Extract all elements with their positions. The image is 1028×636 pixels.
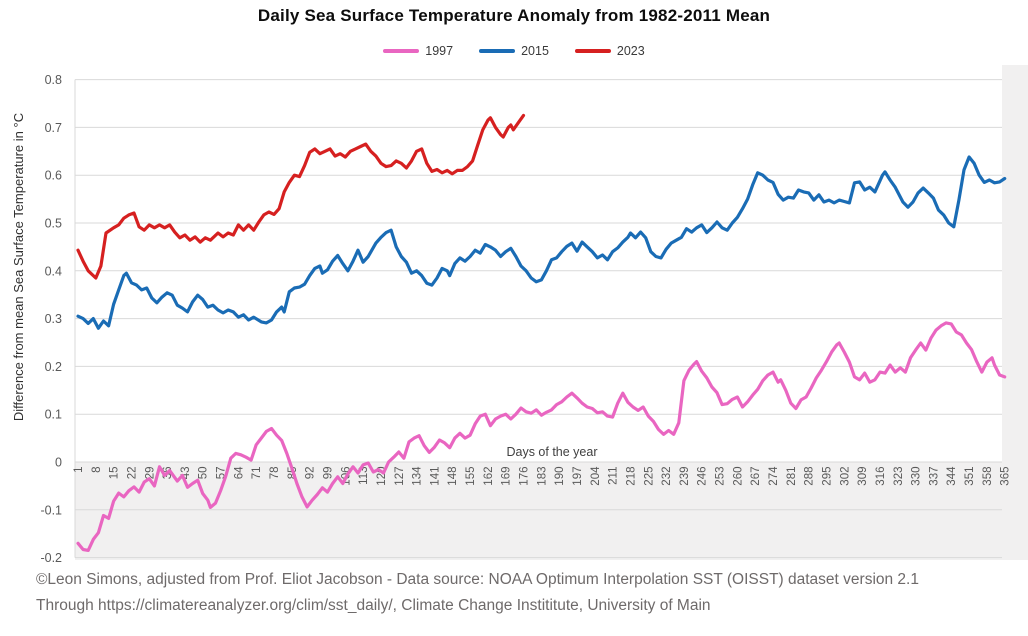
x-tick-label: 365 bbox=[1000, 467, 1012, 486]
y-tick-label: -0.1 bbox=[40, 503, 62, 517]
x-tick-label: 267 bbox=[750, 467, 762, 486]
y-tick-label: 0.4 bbox=[45, 264, 62, 278]
x-tick-label: 281 bbox=[786, 467, 798, 486]
x-tick-label: 29 bbox=[144, 467, 156, 480]
attribution-line-1: ©Leon Simons, adjusted from Prof. Eliot … bbox=[36, 571, 919, 588]
x-tick-label: 344 bbox=[946, 466, 958, 486]
x-axis-title: Days of the year bbox=[506, 445, 597, 459]
x-tick-label: 78 bbox=[269, 467, 281, 480]
x-tick-label: 330 bbox=[911, 467, 923, 486]
x-tick-label: 127 bbox=[394, 467, 406, 486]
x-tick-label: 162 bbox=[483, 467, 495, 486]
y-tick-label: 0.8 bbox=[45, 73, 62, 87]
x-tick-label: 15 bbox=[109, 467, 121, 480]
legend-item-2015: 2015 bbox=[479, 44, 549, 58]
x-tick-label: 204 bbox=[590, 466, 602, 486]
attribution: ©Leon Simons, adjusted from Prof. Eliot … bbox=[36, 567, 919, 619]
x-tick-label: 309 bbox=[857, 467, 869, 486]
legend-label-2023: 2023 bbox=[616, 44, 645, 58]
legend: 1997 2015 2023 bbox=[0, 44, 1028, 58]
x-tick-label: 50 bbox=[198, 467, 210, 480]
x-tick-label: 225 bbox=[643, 467, 655, 486]
x-tick-label: 8 bbox=[91, 467, 103, 473]
legend-swatch-2023 bbox=[574, 49, 611, 53]
y-tick-label: 0.2 bbox=[45, 360, 62, 374]
x-tick-label: 218 bbox=[625, 467, 637, 486]
x-tick-label: 295 bbox=[821, 467, 833, 486]
attribution-line-2: Through https://climatereanalyzer.org/cl… bbox=[36, 597, 711, 614]
y-tick-label: 0.5 bbox=[45, 217, 62, 231]
x-tick-label: 22 bbox=[126, 467, 138, 480]
x-tick-label: 148 bbox=[447, 467, 459, 486]
x-tick-label: 323 bbox=[893, 467, 905, 486]
legend-item-2023: 2023 bbox=[574, 44, 645, 58]
x-tick-label: 246 bbox=[697, 467, 709, 486]
x-tick-label: 337 bbox=[928, 467, 940, 486]
x-tick-label: 351 bbox=[964, 467, 976, 486]
chart-title: Daily Sea Surface Temperature Anomaly fr… bbox=[257, 6, 771, 25]
series-line-2023 bbox=[76, 113, 526, 280]
x-tick-label: 71 bbox=[251, 467, 263, 480]
series-line-1997 bbox=[76, 321, 1007, 553]
x-tick-label: 260 bbox=[732, 467, 744, 486]
y-tick-label: 0.7 bbox=[45, 121, 62, 135]
legend-item-1997: 1997 bbox=[383, 44, 453, 58]
x-tick-label: 92 bbox=[305, 467, 317, 480]
x-tick-label: 155 bbox=[465, 467, 477, 486]
x-tick-label: 134 bbox=[412, 466, 424, 486]
legend-swatch-2015 bbox=[479, 49, 516, 53]
legend-label-2015: 2015 bbox=[521, 44, 549, 58]
x-tick-label: 64 bbox=[233, 466, 245, 479]
x-tick-label: 141 bbox=[429, 467, 441, 486]
x-tick-label: 288 bbox=[804, 467, 816, 486]
x-tick-label: 232 bbox=[661, 467, 673, 486]
plot-area-upper bbox=[75, 65, 1002, 462]
y-tick-label: 0.1 bbox=[45, 408, 62, 422]
x-tick-label: 176 bbox=[519, 467, 531, 486]
x-tick-label: 169 bbox=[501, 467, 513, 486]
x-tick-label: 1 bbox=[73, 467, 85, 473]
y-tick-label: 0.3 bbox=[45, 312, 62, 326]
y-tick-label: 0 bbox=[55, 456, 62, 470]
x-tick-label: 113 bbox=[358, 467, 370, 485]
x-tick-label: 197 bbox=[572, 467, 584, 486]
x-tick-label: 253 bbox=[715, 467, 727, 486]
y-tick-label: -0.2 bbox=[40, 551, 62, 565]
x-tick-label: 99 bbox=[322, 467, 334, 480]
x-tick-label: 358 bbox=[982, 467, 994, 486]
x-tick-label: 183 bbox=[536, 467, 548, 486]
x-tick-label: 274 bbox=[768, 466, 780, 486]
x-tick-label: 190 bbox=[554, 467, 566, 486]
x-tick-label: 302 bbox=[839, 467, 851, 486]
y-tick-label: 0.6 bbox=[45, 169, 62, 183]
legend-label-1997: 1997 bbox=[425, 44, 454, 58]
legend-swatch-1997 bbox=[383, 49, 420, 53]
series-line-2015 bbox=[76, 155, 1007, 330]
x-tick-label: 211 bbox=[608, 467, 620, 485]
x-tick-label: 316 bbox=[875, 467, 887, 486]
x-tick-label: 239 bbox=[679, 467, 691, 486]
